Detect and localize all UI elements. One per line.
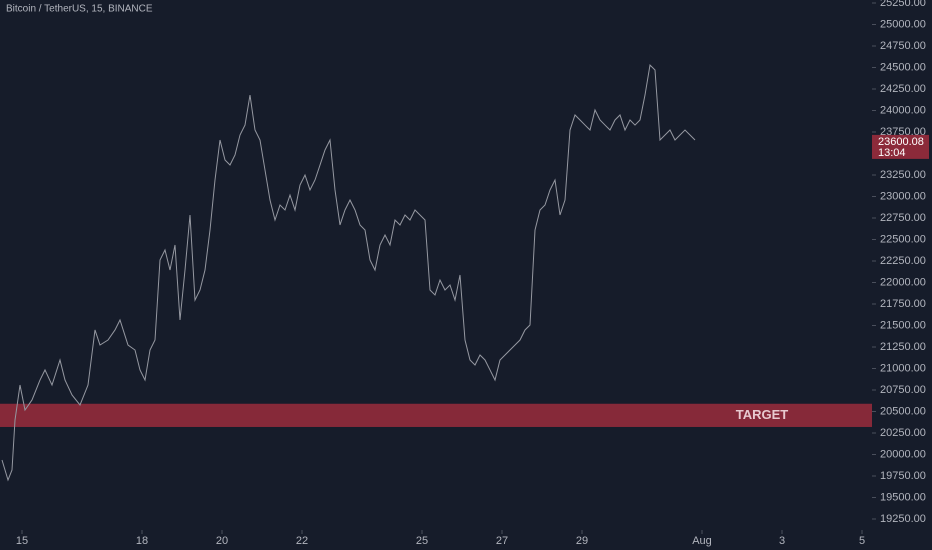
x-tick-label: 18: [136, 535, 148, 547]
last-price-label: 23600.08: [878, 136, 924, 148]
y-tick-label: 19500.00: [880, 491, 926, 503]
y-tick-label: 22500.00: [880, 233, 926, 245]
y-tick-label: 19250.00: [880, 513, 926, 525]
y-tick-label: 21500.00: [880, 319, 926, 331]
x-tick-label: 27: [496, 535, 508, 547]
y-tick-label: 24500.00: [880, 61, 926, 73]
y-tick-label: 25250.00: [880, 0, 926, 9]
target-label: TARGET: [736, 407, 789, 422]
y-tick-label: 19750.00: [880, 470, 926, 482]
countdown-label: 13:04: [878, 147, 906, 159]
y-tick-label: 20250.00: [880, 427, 926, 439]
y-tick-label: 20500.00: [880, 405, 926, 417]
x-tick-label: Aug: [692, 535, 712, 547]
y-tick-label: 24000.00: [880, 104, 926, 116]
last-price-box: [872, 134, 929, 159]
x-tick-label: 5: [859, 535, 865, 547]
x-tick-label: 29: [576, 535, 588, 547]
x-tick-label: 3: [779, 535, 785, 547]
y-tick-label: 21750.00: [880, 298, 926, 310]
target-zone: [0, 403, 872, 427]
y-tick-label: 23250.00: [880, 169, 926, 181]
y-tick-label: 24250.00: [880, 83, 926, 95]
y-tick-label: 20750.00: [880, 384, 926, 396]
y-tick-label: 24750.00: [880, 40, 926, 52]
y-tick-label: 22000.00: [880, 276, 926, 288]
y-tick-label: 21250.00: [880, 341, 926, 353]
y-tick-label: 20000.00: [880, 448, 926, 460]
y-tick-label: 22250.00: [880, 255, 926, 267]
y-tick-label: 23000.00: [880, 190, 926, 202]
chart-title: Bitcoin / TetherUS, 15, BINANCE: [6, 4, 153, 15]
x-tick-label: 25: [416, 535, 428, 547]
x-tick-label: 20: [216, 535, 228, 547]
y-tick-label: 22750.00: [880, 212, 926, 224]
y-tick-label: 21000.00: [880, 362, 926, 374]
price-line: [1, 63, 696, 482]
y-tick-label: 25000.00: [880, 18, 926, 30]
x-tick-label: 22: [296, 535, 308, 547]
x-tick-label: 15: [16, 535, 28, 547]
